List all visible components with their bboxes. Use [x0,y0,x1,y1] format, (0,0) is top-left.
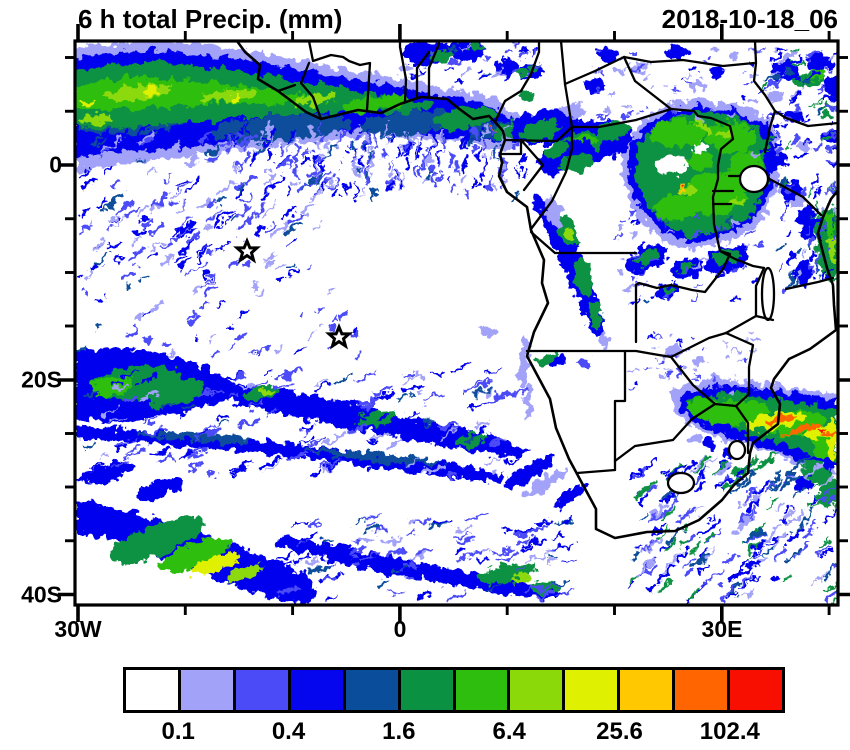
x-axis-label: 30W [54,616,102,642]
colorbar-tick-label: 25.6 [596,718,643,745]
colorbar-cell [345,670,401,710]
colorbar-cell [730,670,783,710]
figure-title: 6 h total Precip. (mm) [78,4,343,34]
y-axis-label: 0 [49,151,62,178]
x-axis-label: 30E [701,616,743,642]
colorbar-tick-label: 1.6 [382,718,416,745]
star-marker [233,237,261,264]
y-axis-label: 20S [21,366,62,393]
colorbar-cell [235,670,291,710]
colorbar-tick-label: 0.4 [271,718,306,745]
colorbar-cell [455,670,511,710]
colorbar-tick-label: 102.4 [699,718,760,745]
colorbar-cell [126,670,181,710]
colorbar-tick-label: 0.1 [161,718,195,745]
colorbar [123,667,785,713]
colorbar-cell [510,670,566,710]
precipitation-field [75,41,838,605]
colorbar-cell [180,670,236,710]
figure-datetime: 2018-10-18_06 [661,4,838,34]
colorbar-cell [620,670,676,710]
star-marker [325,323,353,350]
colorbar-cell [400,670,456,710]
colorbar-cell [290,670,346,710]
map-plot [58,24,850,622]
colorbar-tick-label: 6.4 [492,718,526,745]
axis-ticks [58,24,850,622]
x-axis-label: 0 [393,616,407,642]
star-markers [233,237,353,350]
colorbar-cell [565,670,621,710]
map-frame [73,39,840,607]
colorbar-cell [675,670,731,710]
y-axis-label: 40S [21,581,62,607]
coastlines-and-borders [235,41,838,540]
